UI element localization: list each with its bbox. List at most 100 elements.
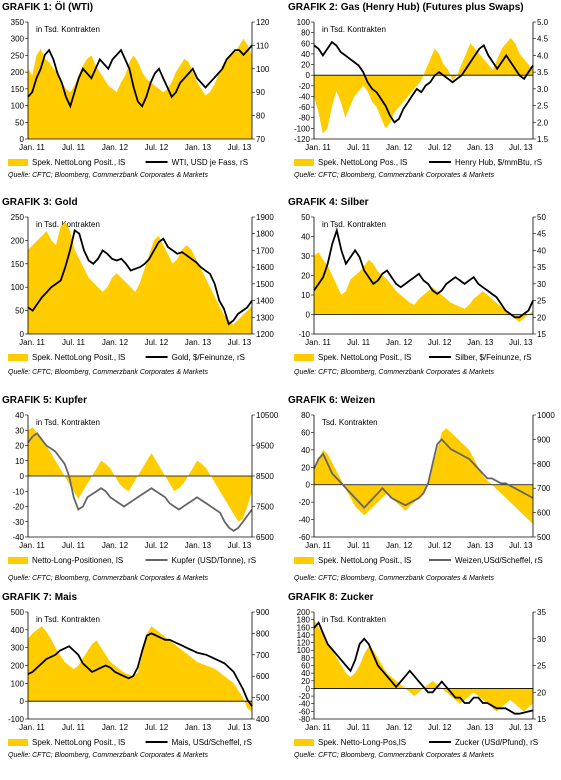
x-tick-label: Jul. 13: [228, 338, 252, 347]
y-right-tick-label: 20: [537, 688, 546, 697]
legend-label-area: Spek. Netto-Long-Pos,lS: [318, 738, 406, 747]
legend-label-line: Kupfer (USD/Tonne), rS: [172, 556, 256, 565]
chart-silver: in Tsd. Kontrakten -10 0 10 20 30 40 50 15 20 25 30…: [294, 213, 546, 362]
y-left-tick-label: 350: [11, 18, 25, 27]
x-tick-label: Jul. 11: [62, 143, 86, 152]
chart-panel-silver: GRAFIK 4: Silber in Tsd. Kontrakten -10 0 1…: [286, 195, 561, 385]
x-tick-label: Jan. 13: [467, 541, 494, 550]
x-tick-label: Jan. 13: [185, 143, 212, 152]
y-right-tick-label: 5.0: [537, 18, 549, 27]
y-left-tick-label: 400: [11, 626, 25, 635]
chart-note: in Tsd. Kontrakten: [322, 615, 386, 624]
legend-label-line: Henry Hub, $/mmBtu, rS: [455, 158, 542, 167]
chart-gas: in Tsd. Kontrakten-120-100-80-60-40-2002…: [294, 18, 549, 167]
chart-title: GRAFIK 7: Mais: [2, 592, 78, 603]
y-right-tick-label: 1400: [256, 297, 274, 306]
y-right-tick-label: 1900: [256, 213, 274, 222]
y-left-tick-label: 20: [301, 463, 310, 472]
x-tick-label: Jan. 11: [305, 143, 331, 152]
x-tick-label: Jul. 11: [347, 723, 371, 732]
y-left-tick-label: -10: [298, 330, 310, 339]
x-tick-label: Jan. 11: [305, 541, 331, 550]
y-left-tick-label: 50: [15, 118, 24, 127]
x-tick-label: Jul. 11: [347, 338, 371, 347]
x-tick-label: Jul. 13: [228, 541, 252, 550]
y-right-tick-label: 35: [537, 263, 546, 272]
y-left-tick-label: -10: [12, 487, 24, 496]
legend-swatch-area: [8, 354, 28, 361]
y-right-tick-label: 700: [537, 484, 551, 493]
x-tick-label: Jul. 13: [509, 723, 533, 732]
legend-label-line: WTI, USD je Fass, rS: [172, 158, 248, 167]
y-right-tick-label: 30: [537, 635, 546, 644]
x-tick-label: Jul. 12: [145, 143, 169, 152]
y-right-tick-label: 15: [537, 330, 546, 339]
x-tick-label: Jul. 12: [428, 541, 452, 550]
y-right-tick-label: 80: [256, 112, 265, 121]
chart-corn: in Tsd. Kontrakten -100 0 100 200 300 400 500 40…: [8, 608, 270, 747]
line-series: [27, 228, 253, 326]
y-left-tick-label: 0: [20, 330, 25, 339]
y-left-tick-label: 300: [11, 35, 25, 44]
y-left-tick-label: 100: [297, 18, 311, 27]
y-left-tick-label: 200: [11, 662, 25, 671]
y-left-tick-label: 20: [15, 442, 24, 451]
y-right-tick-label: 800: [256, 629, 270, 638]
x-tick-label: Jul. 13: [509, 338, 533, 347]
y-right-tick-label: 1800: [256, 230, 274, 239]
y-left-tick-label: 30: [15, 426, 24, 435]
y-left-tick-label: 60: [301, 662, 310, 671]
y-left-tick-label: 150: [11, 260, 25, 269]
y-right-tick-label: 1600: [256, 263, 274, 272]
x-tick-label: Jan. 13: [467, 143, 494, 152]
y-left-tick-label: -20: [298, 498, 310, 507]
y-left-tick-label: 200: [11, 68, 25, 77]
y-left-tick-label: 20: [301, 677, 310, 686]
chart-panel-gas: GRAFIK 2: Gas (Henry Hub) (Futures plus …: [286, 0, 561, 190]
y-left-tick-label: -80: [298, 715, 310, 724]
y-left-tick-label: 100: [11, 102, 25, 111]
y-left-tick-label: 100: [11, 283, 25, 292]
chart-note: in Tsd. Kontrakten: [36, 615, 100, 624]
y-left-tick-label: 40: [301, 669, 310, 678]
x-tick-label: Jan. 12: [386, 338, 413, 347]
chart-wheat: Tsd. Kontrakten -60 -40 -20 0 20 40 60 80 500 600 7…: [294, 411, 555, 565]
y-right-tick-label: 700: [256, 651, 270, 660]
y-right-tick-label: 600: [256, 672, 270, 681]
x-tick-label: Jan. 11: [19, 541, 45, 550]
x-tick-label: Jan. 12: [102, 723, 129, 732]
y-left-tick-label: 180: [297, 616, 311, 625]
line-series: [313, 40, 534, 124]
x-tick-label: Jan. 12: [386, 143, 413, 152]
y-right-tick-label: 15: [537, 715, 546, 724]
y-right-tick-label: 45: [537, 230, 546, 239]
y-left-tick-label: -20: [298, 82, 310, 91]
y-left-tick-label: 40: [301, 233, 310, 242]
y-right-tick-label: 9500: [256, 442, 274, 451]
y-left-tick-label: 140: [297, 631, 311, 640]
y-right-tick-label: 25: [537, 297, 546, 306]
y-left-tick-label: 100: [297, 646, 311, 655]
x-tick-label: Jul. 11: [62, 723, 86, 732]
y-right-tick-label: 8500: [256, 472, 274, 481]
line-series: [27, 632, 253, 707]
x-tick-label: Jan. 11: [19, 143, 45, 152]
y-left-tick-label: 40: [15, 411, 24, 420]
chart-note: in Tsd. Kontrakten: [36, 418, 100, 427]
chart-panel-gold: GRAFIK 3: Gold in Tsd. Kontrakten 0 50 100 1…: [0, 195, 280, 385]
y-left-tick-label: 80: [301, 411, 310, 420]
y-left-tick-label: -60: [298, 103, 310, 112]
y-left-tick-label: -40: [298, 92, 310, 101]
legend-label-area: Spek. NettoLong Pos., lS: [318, 158, 407, 167]
y-right-tick-label: 6500: [256, 533, 274, 542]
y-right-tick-label: 25: [537, 662, 546, 671]
legend-label-area: Spek. NettoLong Posit., lS: [318, 353, 411, 362]
chart-source: Quelle: CFTC; Bloomberg, Commerzbank Cor…: [8, 172, 208, 179]
y-right-tick-label: 1300: [256, 313, 274, 322]
y-left-tick-label: 0: [306, 481, 311, 490]
chart-note: Tsd. Kontrakten: [322, 418, 378, 427]
x-tick-label: Jan. 13: [467, 338, 494, 347]
x-tick-label: Jan. 12: [102, 338, 129, 347]
y-left-tick-label: 40: [301, 446, 310, 455]
legend-label-area: Spek. NettoLong Posit., lS: [32, 738, 125, 747]
